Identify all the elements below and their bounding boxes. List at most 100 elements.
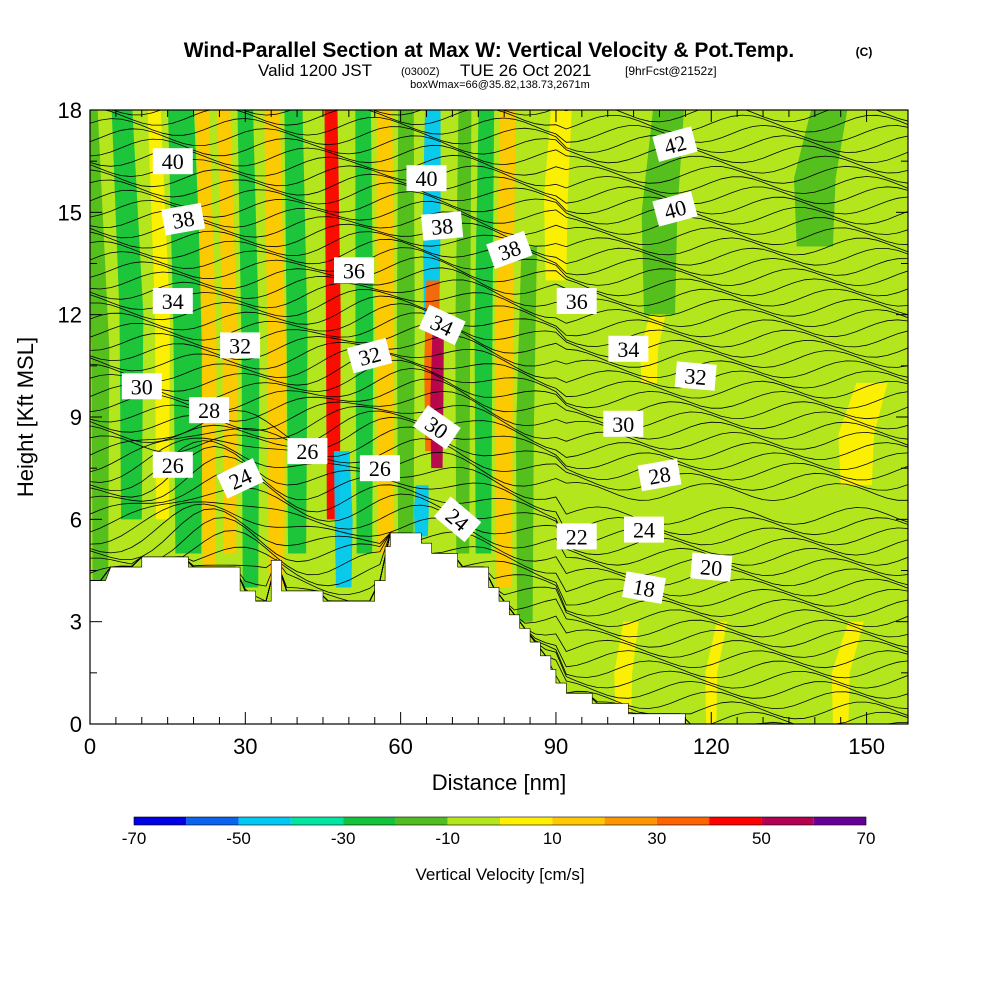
velocity-cell (793, 110, 848, 247)
theta-contour-line (90, 390, 908, 440)
theta-label: 38 (421, 211, 464, 241)
theta-label-box (690, 552, 733, 582)
x-tick-label: 0 (84, 734, 96, 759)
theta-label-text: 32 (684, 363, 708, 390)
theta-label-box (418, 304, 466, 346)
colorbar-tick-label: 50 (752, 829, 771, 848)
theta-label-box (652, 126, 698, 162)
x-tick-label: 30 (233, 734, 257, 759)
theta-label: 26 (152, 451, 193, 478)
theta-contour-line (90, 437, 908, 491)
colorbar-swatch (813, 817, 866, 825)
theta-label-box (652, 191, 698, 227)
colorbar-tick-label: -10 (435, 829, 460, 848)
theta-contour-line (90, 532, 908, 617)
theta-contour-line (90, 440, 908, 502)
theta-label-box (152, 451, 193, 478)
theta-label-box (334, 257, 374, 284)
colorbar-tick-label: 10 (543, 829, 562, 848)
velocity-cell (495, 110, 516, 588)
theta-label-box (220, 332, 261, 359)
colorbar-tick-label: -30 (331, 829, 356, 848)
theta-label: 40 (652, 191, 698, 227)
theta-contour-line (90, 279, 908, 317)
theta-label-text: 22 (566, 524, 588, 549)
velocity-cell (396, 110, 415, 537)
theta-contour-line (90, 501, 908, 566)
theta-label-box (152, 288, 193, 314)
chart-title: Wind-Parallel Section at Max W: Vertical… (184, 39, 795, 62)
theta-contour-line (90, 222, 908, 256)
y-tick-label: 18 (58, 98, 82, 123)
theta-label-text: 26 (162, 453, 184, 478)
theta-contour-line (90, 267, 908, 307)
theta-contour-line (90, 200, 908, 235)
velocity-cell (355, 110, 374, 554)
theta-label-box (622, 571, 666, 604)
velocity-cell (705, 621, 728, 724)
theta-label-text: 28 (198, 398, 220, 423)
colorbar-swatch (761, 817, 814, 825)
velocity-cell (831, 621, 864, 724)
theta-contour-line (90, 116, 908, 143)
theta-label-text: 32 (229, 333, 251, 358)
velocity-cell (413, 485, 429, 537)
velocity-cell (474, 110, 495, 554)
theta-label-box (406, 165, 447, 192)
theta-label: 18 (622, 571, 666, 604)
theta-contour-line (90, 191, 908, 225)
theta-contour-line (90, 289, 908, 328)
colorbar-swatch (395, 817, 448, 825)
theta-label: 28 (189, 397, 230, 424)
theta-contour-line (90, 295, 908, 338)
x-tick-label: 150 (848, 734, 885, 759)
theta-label: 26 (359, 455, 400, 482)
colorbar-swatch (134, 817, 187, 825)
colorbar-tick-label: -50 (226, 829, 251, 848)
theta-label-text: 26 (369, 456, 391, 481)
y-tick-label: 3 (70, 610, 82, 635)
theta-label-box (556, 523, 597, 550)
colorbar-tick-label: 70 (857, 829, 876, 848)
theta-contour-line (90, 359, 908, 409)
theta-label-text: 38 (170, 205, 196, 233)
theta-label-box (346, 337, 393, 374)
terrain-mask (90, 532, 908, 724)
theta-label-box (486, 230, 533, 269)
theta-contour-line (90, 182, 908, 215)
colorbar-swatch (343, 817, 396, 825)
theta-contour-line (90, 517, 908, 597)
theta-label-text: 40 (162, 149, 184, 174)
theta-label-box (421, 211, 464, 241)
copyright-mark: (C) (856, 45, 873, 59)
theta-label-text: 18 (631, 574, 657, 602)
x-tick-label: 90 (544, 734, 568, 759)
velocity-cell (376, 110, 395, 554)
theta-contour-line (90, 508, 908, 587)
theta-label: 36 (556, 288, 597, 314)
x-axis: 0 30 60 90 120 150 (84, 110, 885, 759)
velocity-cell (430, 331, 444, 469)
theta-label-box (359, 455, 400, 482)
theta-contour-line (90, 173, 908, 205)
theta-label: 34 (608, 335, 649, 362)
y-tick-label: 9 (70, 405, 82, 430)
theta-label-box (603, 410, 644, 437)
y-axis-label: Height [Kft MSL] (13, 337, 38, 497)
velocity-cell (264, 110, 286, 588)
theta-label: 24 (624, 516, 664, 543)
theta-contour-line (90, 256, 908, 297)
theta-label: 28 (637, 458, 682, 492)
theta-label-text: 36 (566, 289, 588, 314)
velocity-cell (333, 451, 353, 588)
y-tick-label: 6 (70, 507, 82, 532)
theta-contour-line (90, 135, 908, 164)
valid-time: Valid 1200 JST (258, 61, 372, 80)
theta-label: 22 (556, 523, 597, 550)
theta-label-box (189, 397, 230, 424)
theta-contour-line (90, 347, 908, 389)
theta-label: 26 (287, 438, 328, 465)
theta-label-text: 26 (296, 439, 318, 464)
theta-label-box (216, 458, 264, 499)
